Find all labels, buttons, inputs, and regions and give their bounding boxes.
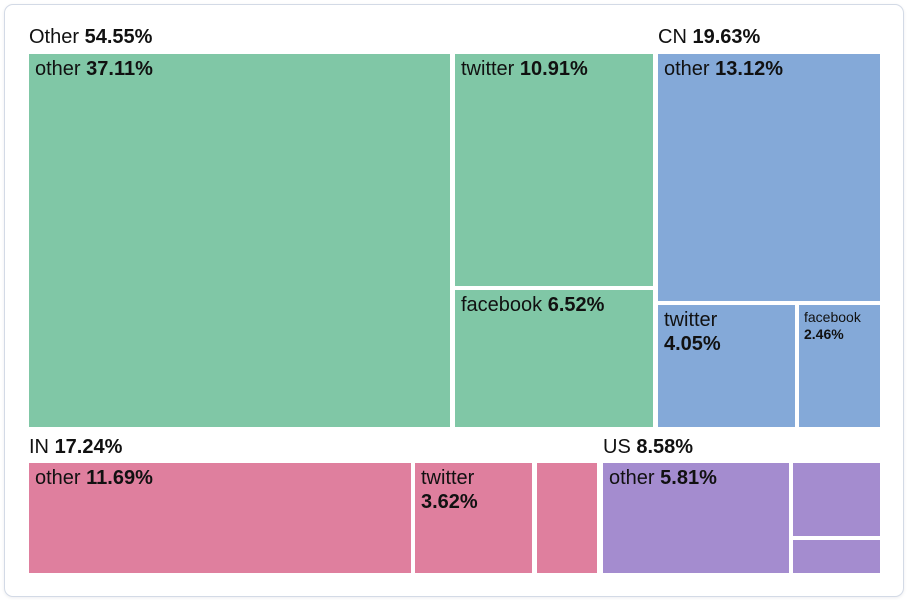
cell-us-facebook[interactable]	[793, 540, 880, 573]
group-name: IN	[29, 436, 49, 458]
cell-in-twitter[interactable]: twitter 3.62%	[415, 463, 532, 573]
cell-name: other	[35, 467, 81, 489]
group-name: Other	[29, 26, 80, 48]
cell-other-other[interactable]: other 37.11%	[29, 54, 450, 427]
cell-name: other	[664, 58, 710, 80]
cell-in-facebook[interactable]	[537, 463, 597, 573]
cell-value: 37.11%	[86, 58, 153, 80]
group-label-cn: CN 19.63%	[658, 25, 760, 49]
cell-name: twitter	[664, 309, 718, 331]
cell-name: facebook	[804, 309, 861, 325]
cell-value: 6.52%	[547, 294, 605, 316]
cell-us-twitter[interactable]	[793, 463, 880, 536]
cell-value: 3.62%	[421, 491, 478, 513]
group-value: 54.55%	[84, 26, 153, 48]
cell-in-other[interactable]: other 11.69%	[29, 463, 411, 573]
group-value: 19.63%	[692, 26, 761, 48]
cell-cn-facebook[interactable]: facebook 2.46%	[799, 305, 880, 427]
group-label-other: Other 54.55%	[29, 25, 152, 49]
group-name: US	[603, 436, 631, 458]
group-name: CN	[658, 26, 687, 48]
group-value: 17.24%	[54, 436, 123, 458]
cell-other-facebook[interactable]: facebook 6.52%	[455, 290, 653, 427]
cell-value: 4.05%	[664, 333, 721, 355]
group-value: 8.58%	[636, 436, 694, 458]
cell-value: 13.12%	[715, 58, 783, 80]
cell-value: 2.46%	[804, 326, 844, 342]
cell-name: other	[35, 58, 81, 80]
cell-value: 10.91%	[519, 58, 588, 80]
cell-name: other	[609, 467, 655, 489]
cell-name: facebook	[461, 294, 543, 316]
group-label-in: IN 17.24%	[29, 435, 122, 459]
cell-name: twitter	[461, 58, 515, 80]
treemap-card: Other 54.55% CN 19.63% IN 17.24% US 8.58…	[4, 4, 904, 597]
cell-name: twitter	[421, 467, 475, 489]
cell-value: 5.81%	[660, 467, 717, 489]
cell-us-other[interactable]: other 5.81%	[603, 463, 789, 573]
cell-cn-other[interactable]: other 13.12%	[658, 54, 880, 301]
group-label-us: US 8.58%	[603, 435, 693, 459]
cell-value: 11.69%	[86, 467, 153, 489]
cell-other-twitter[interactable]: twitter 10.91%	[455, 54, 653, 286]
cell-cn-twitter[interactable]: twitter 4.05%	[658, 305, 795, 427]
